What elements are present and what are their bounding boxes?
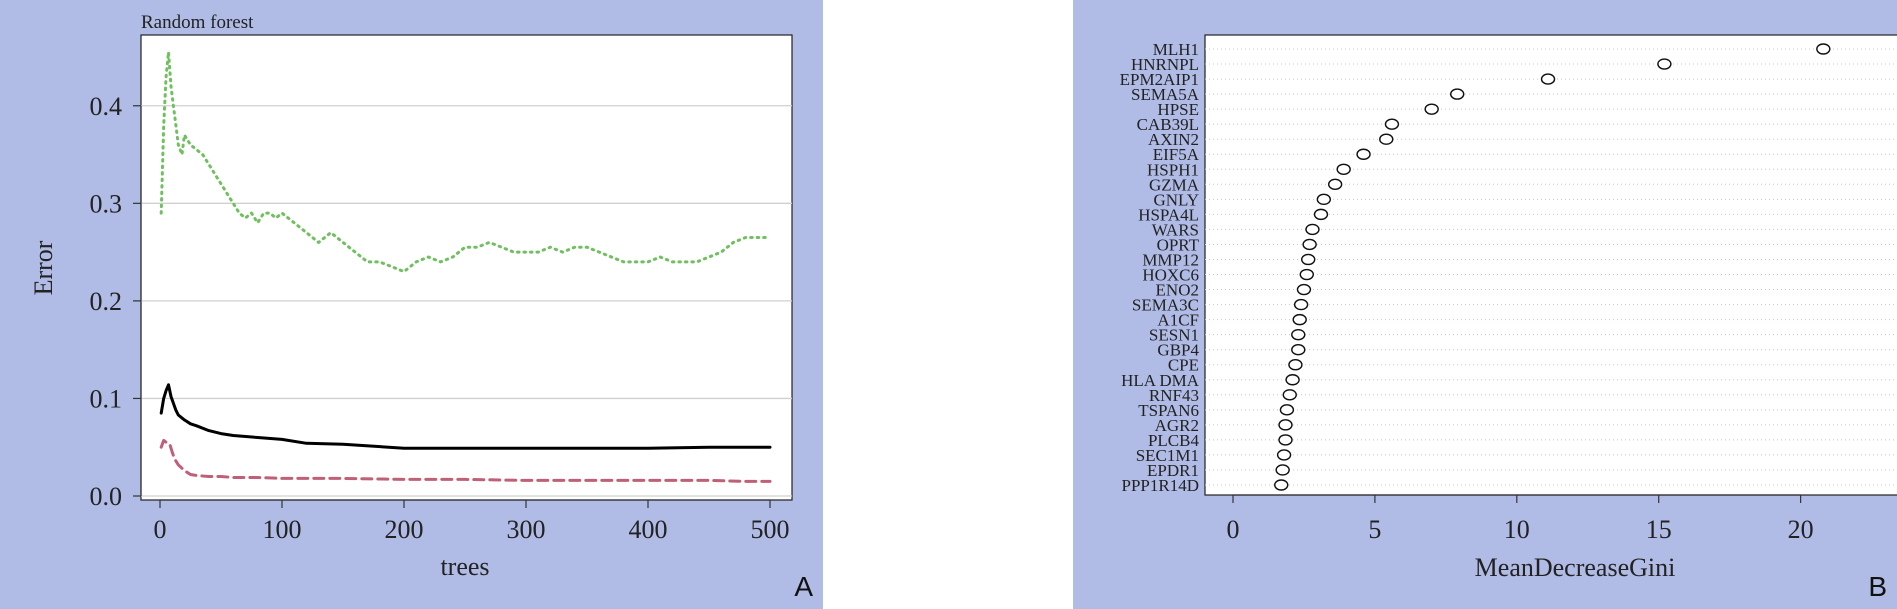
gene-label: ENO2: [1156, 281, 1199, 300]
gene-label: HSPH1: [1147, 160, 1199, 179]
gene-label: TSPAN6: [1138, 401, 1199, 420]
plot-area: [140, 34, 793, 501]
data-point: [1296, 283, 1312, 296]
panel-label-a: A: [794, 571, 813, 602]
gene-label: MLH1: [1153, 40, 1199, 59]
gene-label: SEC1M1: [1136, 446, 1199, 465]
gene-label: CAB39L: [1137, 115, 1199, 134]
gene-label: EPDR1: [1147, 461, 1199, 480]
x-tick-label: 10: [1504, 515, 1530, 544]
x-axis-label: trees: [440, 552, 489, 581]
gene-label: HSPA4L: [1138, 205, 1199, 224]
gene-label: HPSE: [1157, 100, 1199, 119]
mean-decrease-gini-chart: MLH1HNRNPLEPM2AIP1SEMA5AHPSECAB39LAXIN2E…: [1120, 34, 1897, 582]
series-dashed-line: [159, 438, 772, 483]
chart-title: Random forest: [141, 12, 254, 33]
data-point: [1657, 58, 1672, 70]
y-tick-label: 0.2: [90, 287, 123, 316]
x-tick-label: 400: [629, 515, 668, 544]
data-point: [1293, 298, 1309, 311]
data-point: [1450, 88, 1465, 100]
x-tick-label: 0: [1227, 515, 1240, 544]
data-point: [1316, 193, 1332, 206]
x-axis: 0 100 200 300 400 500: [154, 499, 790, 544]
data-point: [1356, 148, 1371, 160]
gene-label: SESN1: [1149, 326, 1199, 345]
x-tick-label: 15: [1646, 515, 1672, 544]
y-axis: 0.0 0.1 0.2 0.3 0.4: [90, 92, 142, 511]
gene-label: AXIN2: [1148, 130, 1199, 149]
data-point: [1274, 479, 1289, 491]
x-tick-label: 300: [507, 515, 546, 544]
gene-label: CPE: [1168, 356, 1199, 375]
data-point: [1292, 313, 1307, 326]
y-tick-label: 0.1: [90, 384, 123, 413]
gene-label: GNLY: [1153, 190, 1199, 209]
gene-label: AGR2: [1155, 416, 1199, 435]
gene-label: EIF5A: [1153, 145, 1200, 164]
data-point: [1305, 223, 1320, 236]
x-axis: 0 5 10 15 20: [1227, 494, 1814, 544]
data-point: [1278, 434, 1293, 446]
gene-labels: MLH1HNRNPLEPM2AIP1SEMA5AHPSECAB39LAXIN2E…: [1120, 40, 1200, 495]
data-point: [1285, 374, 1300, 386]
gene-label: A1CF: [1157, 311, 1199, 330]
data-point: [1276, 449, 1292, 461]
random-forest-error-chart: 0 100 200 300 400 500 0.0 0.1 0.2 0.3 0.4 Random …: [29, 12, 793, 581]
data-point: [1291, 328, 1306, 341]
gene-label: MMP12: [1142, 250, 1199, 269]
y-tick-label: 0.4: [90, 92, 123, 121]
x-tick-label: 500: [751, 515, 790, 544]
data-point: [1278, 419, 1293, 431]
data-point: [1816, 43, 1831, 55]
data-point: [1299, 268, 1314, 281]
y-tick-label: 0.0: [90, 482, 123, 511]
x-tick-label: 200: [385, 515, 424, 544]
y-tick-label: 0.3: [90, 189, 123, 218]
data-point: [1288, 359, 1303, 371]
gridlines: [141, 105, 792, 497]
gene-label: SEMA5A: [1131, 85, 1200, 104]
data-point: [1302, 238, 1317, 251]
gene-label: OPRT: [1157, 235, 1200, 254]
x-tick-label: 20: [1788, 515, 1814, 544]
data-point: [1540, 73, 1556, 85]
data-point: [1313, 208, 1329, 221]
x-tick-label: 0: [154, 515, 167, 544]
data-point: [1327, 178, 1343, 191]
gene-label: RNF43: [1149, 386, 1199, 405]
y-axis-label: Error: [29, 240, 58, 295]
series-solid-line: [159, 383, 772, 450]
data-point: [1291, 343, 1306, 356]
data-point: [1384, 118, 1400, 130]
data-point: [1379, 133, 1394, 145]
x-tick-label: 5: [1368, 515, 1381, 544]
data-point: [1336, 163, 1351, 175]
panel-label-b: B: [1868, 571, 1887, 602]
gene-label: PLCB4: [1148, 431, 1200, 450]
data-point: [1279, 404, 1295, 416]
data-point: [1424, 103, 1439, 115]
gene-label: GZMA: [1149, 175, 1200, 194]
data-point: [1301, 253, 1316, 266]
gene-label: EPM2AIP1: [1120, 70, 1199, 89]
data-point: [1282, 389, 1297, 401]
x-axis-label: MeanDecreaseGini: [1475, 553, 1676, 582]
gene-label: GBP4: [1157, 341, 1199, 360]
panel-a: 0 100 200 300 400 500 0.0 0.1 0.2 0.3 0.4 Random …: [0, 0, 823, 609]
gene-label: HOXC6: [1142, 266, 1199, 285]
plot-area: [1204, 34, 1897, 496]
gene-label: HLA DMA: [1121, 371, 1200, 390]
panel-b: MLH1 HNRNPL EPM2AIP1 SEMA5A HPSE CAB39L AXIN2 E…: [1073, 0, 1897, 609]
gene-label: PPP1R14D: [1122, 476, 1199, 495]
gene-label: HNRNPL: [1131, 55, 1199, 74]
series-layer: [159, 50, 772, 483]
gene-label: WARS: [1152, 220, 1199, 239]
series-dotted-line: [159, 50, 772, 274]
points-layer: [1274, 43, 1831, 491]
x-tick-label: 100: [263, 515, 302, 544]
gene-label: SEMA3C: [1132, 296, 1199, 315]
data-point: [1275, 464, 1290, 476]
